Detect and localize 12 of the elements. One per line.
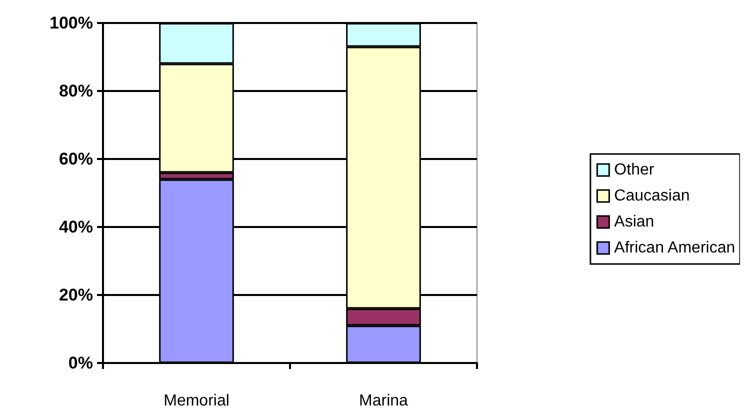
y-tick-label: 0% bbox=[68, 354, 93, 372]
legend-label: African American bbox=[614, 240, 736, 256]
x-tick-label: Marina bbox=[359, 392, 408, 410]
y-tick-label: 20% bbox=[58, 286, 93, 304]
y-tick-label: 100% bbox=[50, 14, 93, 32]
x-tick-label: Memorial bbox=[164, 392, 230, 410]
legend-label: Caucasian bbox=[614, 188, 690, 204]
y-tick-label: 60% bbox=[58, 150, 93, 168]
legend-label: Other bbox=[614, 162, 655, 178]
y-tick-label: 40% bbox=[58, 218, 93, 236]
y-tick-label: 80% bbox=[58, 82, 93, 100]
legend-label: Asian bbox=[614, 214, 654, 230]
